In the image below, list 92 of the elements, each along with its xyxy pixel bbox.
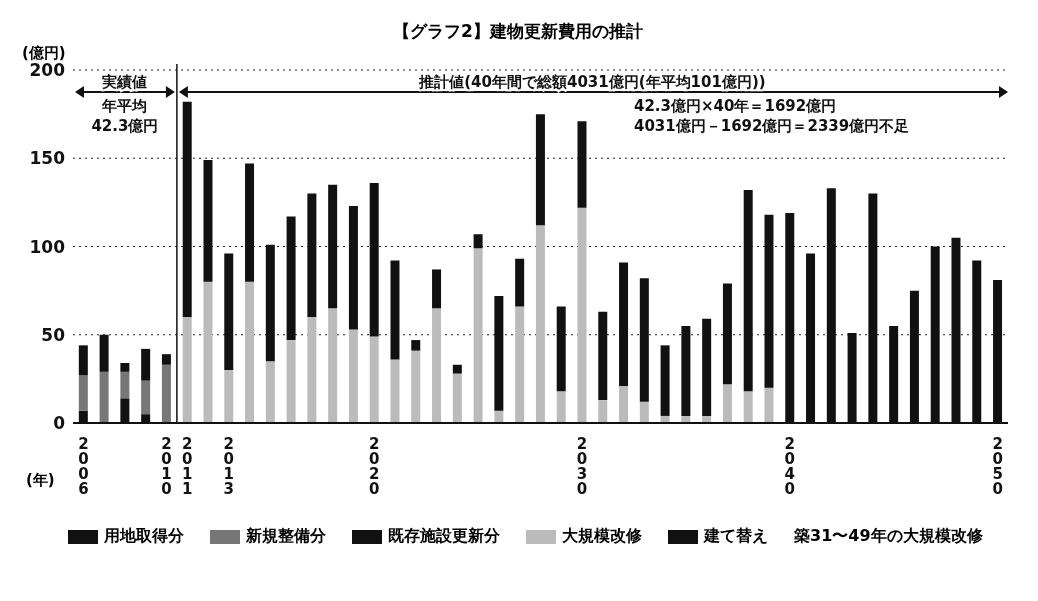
bar (307, 317, 317, 423)
bar (660, 345, 670, 416)
y-axis-title: (億円) (22, 44, 66, 63)
bar (182, 101, 192, 318)
text: 築31〜49年の大規模改修 (794, 526, 983, 547)
bar (743, 190, 753, 392)
bar (619, 262, 629, 386)
y-tick-label: 0 (53, 413, 66, 434)
bar (307, 193, 317, 318)
bar (577, 121, 587, 208)
bar (515, 306, 525, 423)
bar (286, 216, 296, 341)
bar (722, 384, 732, 423)
bar (161, 354, 171, 365)
x-tick-label: 2006 (78, 434, 89, 498)
x-tick-label: 2040 (784, 434, 796, 498)
y-tick-label: 200 (29, 60, 66, 81)
bar (203, 160, 213, 282)
annotation: 4031億円－1692億円＝2339億円不足 (634, 117, 910, 135)
bar (432, 269, 442, 309)
bar (99, 371, 109, 423)
x-tick-label: 2011 (182, 434, 193, 498)
bar (535, 225, 545, 423)
bar (286, 340, 296, 423)
bar (224, 370, 234, 423)
bar (556, 306, 566, 392)
bar (99, 334, 109, 372)
bar (182, 317, 192, 423)
bar (556, 391, 566, 423)
annotation: 年平均 (101, 97, 148, 115)
bar (639, 401, 649, 423)
bar (411, 350, 421, 423)
bar (743, 391, 753, 423)
bar (265, 361, 275, 423)
legend-label: 新規整備分 (246, 526, 326, 547)
y-tick-label: 100 (29, 236, 66, 257)
bar (390, 260, 400, 360)
legend-label: 用地取得分 (104, 526, 184, 547)
chart-title: 【グラフ2】建物更新費用の推計 (392, 20, 644, 43)
y-tick-label: 150 (29, 148, 66, 169)
annotation: 42.3億円 (91, 117, 159, 135)
annotation: 推計値(40年間で総額4031億円(年平均101億円)) (418, 73, 766, 91)
bar (702, 318, 712, 416)
x-tick-label: 2050 (992, 434, 1003, 498)
bar (411, 340, 421, 351)
x-tick-label: 2020 (369, 434, 380, 498)
bar (598, 400, 608, 423)
bar (515, 258, 525, 307)
bar (141, 380, 151, 415)
bar (577, 207, 587, 423)
legend-label: 既存施設更新分 (388, 526, 500, 547)
bar (265, 244, 275, 362)
bar (452, 373, 462, 423)
bar (120, 371, 130, 399)
bar (120, 362, 130, 372)
bar (494, 295, 504, 411)
legend-label: 大規模改修 (562, 526, 642, 547)
bar (328, 308, 338, 423)
bar (348, 205, 358, 330)
bar (245, 281, 255, 423)
bar (535, 114, 545, 226)
annotation: 42.3億円×40年＝1692億円 (634, 97, 837, 115)
bar (432, 308, 442, 423)
bar (245, 163, 255, 282)
bar (161, 364, 171, 423)
x-tick-label: 2010 (161, 434, 172, 498)
x-tick-label: 2030 (576, 434, 588, 498)
x-axis-title: (年) (26, 471, 55, 490)
bar (348, 329, 358, 423)
bar (328, 184, 338, 309)
annotation: 実績値 (101, 73, 148, 91)
bar (681, 325, 691, 416)
bar (78, 345, 88, 376)
bar (369, 182, 379, 337)
bar (619, 385, 629, 423)
bar (452, 364, 462, 374)
x-tick-label: 2013 (223, 434, 235, 498)
bar (764, 387, 774, 423)
bar (722, 283, 732, 385)
bar (224, 253, 234, 371)
bar (390, 359, 400, 423)
bar (203, 281, 213, 423)
bar (639, 278, 649, 402)
bar (764, 214, 774, 388)
bar (141, 348, 151, 381)
bar (78, 375, 88, 411)
bar (598, 311, 608, 401)
bar (369, 336, 379, 423)
y-tick-label: 50 (41, 324, 66, 345)
legend-label: 建て替え (704, 526, 768, 547)
bar (473, 248, 483, 423)
bar (473, 234, 483, 249)
